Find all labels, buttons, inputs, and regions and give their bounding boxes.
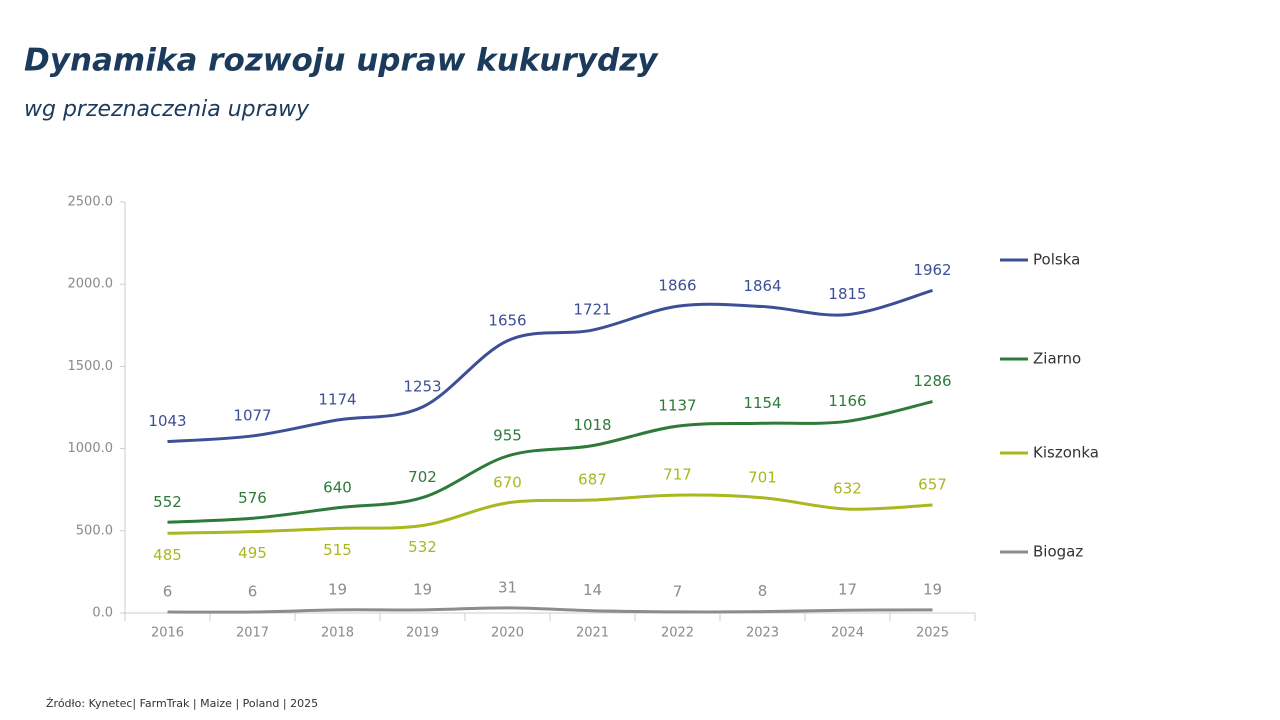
x-tick-label: 2023 xyxy=(746,626,779,641)
data-label: 17 xyxy=(838,581,857,599)
data-label: 640 xyxy=(323,478,352,496)
x-tick-label: 2017 xyxy=(236,626,269,641)
data-label: 552 xyxy=(153,493,182,511)
data-label: 687 xyxy=(578,471,607,489)
data-label: 702 xyxy=(408,468,437,486)
data-label: 632 xyxy=(833,480,862,498)
data-label: 1137 xyxy=(658,397,696,415)
data-label: 495 xyxy=(238,544,267,562)
x-tick-label: 2021 xyxy=(576,626,609,641)
x-tick-label: 2018 xyxy=(321,626,354,641)
data-label: 717 xyxy=(663,466,692,484)
data-label: 1721 xyxy=(573,301,611,319)
data-label: 1154 xyxy=(743,394,781,412)
x-tick-label: 2016 xyxy=(151,626,184,641)
data-label: 701 xyxy=(748,468,777,486)
data-label: 1286 xyxy=(913,372,951,390)
source-note: Źródło: Kynetec| FarmTrak | Maize | Pola… xyxy=(46,697,318,710)
line-series xyxy=(167,289,933,444)
x-tick-label: 2019 xyxy=(406,626,439,641)
data-label: 8 xyxy=(758,582,768,600)
line-series xyxy=(167,400,933,524)
data-label: 6 xyxy=(248,583,258,601)
data-label: 1018 xyxy=(573,416,611,434)
line-series xyxy=(167,493,933,535)
data-label: 532 xyxy=(408,538,437,556)
data-label: 485 xyxy=(153,546,182,564)
y-tick-label: 2000.0 xyxy=(68,277,114,292)
y-tick-label: 1000.0 xyxy=(68,441,114,456)
legend-label: Biogaz xyxy=(1033,543,1083,561)
data-label: 1174 xyxy=(318,390,356,408)
data-label: 31 xyxy=(498,578,517,596)
legend-label: Ziarno xyxy=(1033,350,1081,368)
data-label: 1864 xyxy=(743,277,781,295)
data-label: 14 xyxy=(583,581,602,599)
chart-subtitle: wg przeznaczenia uprawy xyxy=(24,97,310,122)
y-tick-label: 0.0 xyxy=(92,606,113,621)
data-label: 19 xyxy=(413,580,432,598)
y-tick-label: 1500.0 xyxy=(68,359,114,374)
data-label: 1077 xyxy=(233,406,271,424)
data-label: 657 xyxy=(918,475,947,493)
x-tick-label: 2020 xyxy=(491,626,524,641)
y-tick-label: 2500.0 xyxy=(68,195,114,210)
data-label: 1866 xyxy=(658,277,696,295)
data-label: 1043 xyxy=(148,412,186,430)
y-tick-label: 500.0 xyxy=(76,523,113,538)
data-label: 576 xyxy=(238,489,267,507)
x-tick-label: 2024 xyxy=(831,626,864,641)
data-label: 1253 xyxy=(403,378,441,396)
data-label: 1166 xyxy=(828,392,866,410)
line-series xyxy=(167,606,933,614)
data-label: 19 xyxy=(328,580,347,598)
legend-label: Polska xyxy=(1033,251,1080,269)
data-label: 6 xyxy=(163,583,173,601)
x-tick-label: 2025 xyxy=(916,626,949,641)
data-label: 7 xyxy=(673,582,683,600)
chart-title: Dynamika rozwoju upraw kukurydzy xyxy=(24,43,659,79)
data-label: 1962 xyxy=(913,261,951,279)
data-label: 955 xyxy=(493,426,522,444)
legend-label: Kiszonka xyxy=(1033,444,1099,462)
data-label: 1815 xyxy=(828,285,866,303)
data-label: 19 xyxy=(923,580,942,598)
data-label: 515 xyxy=(323,541,352,559)
x-tick-label: 2022 xyxy=(661,626,694,641)
data-label: 670 xyxy=(493,473,522,491)
data-label: 1656 xyxy=(488,311,526,329)
